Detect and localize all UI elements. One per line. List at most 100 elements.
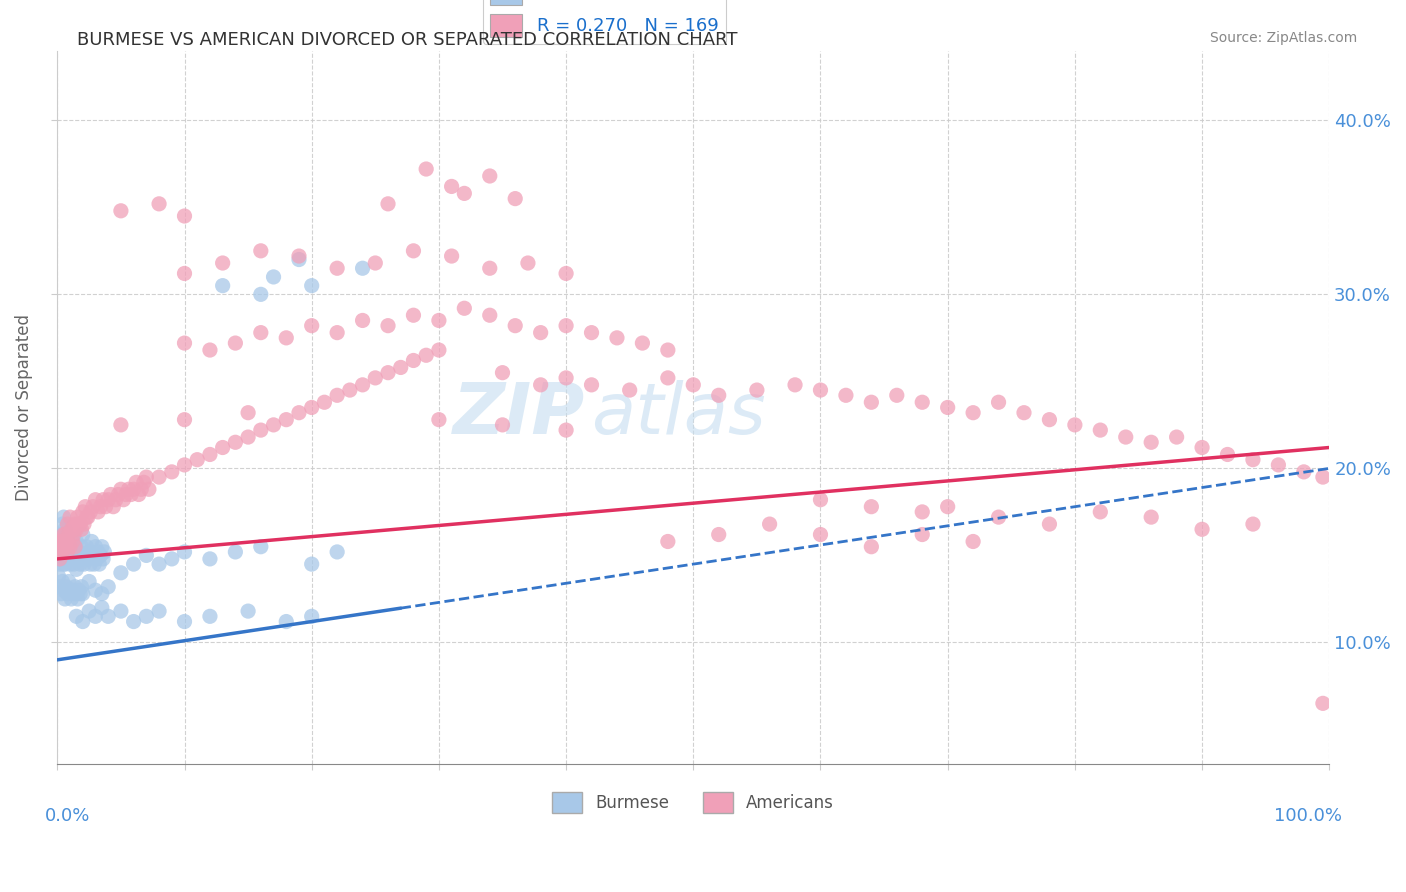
Point — [110, 417, 132, 432]
Point — [250, 423, 273, 437]
Point — [987, 395, 1010, 409]
Point — [97, 492, 120, 507]
Point — [198, 447, 221, 461]
Point — [66, 510, 89, 524]
Point — [352, 377, 374, 392]
Point — [60, 522, 83, 536]
Point — [402, 244, 425, 258]
Point — [125, 475, 148, 490]
Point — [90, 600, 112, 615]
Point — [49, 527, 72, 541]
Point — [66, 591, 89, 606]
Point — [48, 552, 70, 566]
Point — [745, 383, 768, 397]
Point — [89, 557, 111, 571]
Text: ZIP: ZIP — [453, 380, 585, 449]
Point — [1292, 465, 1315, 479]
Point — [301, 609, 323, 624]
Point — [657, 343, 679, 357]
Point — [276, 412, 298, 426]
Point — [911, 395, 934, 409]
Point — [810, 383, 832, 397]
Point — [555, 423, 578, 437]
Point — [58, 574, 80, 589]
Point — [250, 326, 273, 340]
Point — [657, 371, 679, 385]
Point — [631, 336, 654, 351]
Point — [860, 395, 883, 409]
Point — [56, 552, 79, 566]
Point — [107, 487, 129, 501]
Point — [72, 587, 94, 601]
Point — [1191, 441, 1213, 455]
Point — [1090, 423, 1112, 437]
Point — [707, 527, 730, 541]
Point — [110, 604, 132, 618]
Point — [555, 371, 578, 385]
Point — [250, 287, 273, 301]
Point — [69, 557, 91, 571]
Text: BURMESE VS AMERICAN DIVORCED OR SEPARATED CORRELATION CHART: BURMESE VS AMERICAN DIVORCED OR SEPARATE… — [77, 31, 738, 49]
Point — [478, 308, 501, 322]
Point — [103, 500, 125, 514]
Point — [606, 331, 628, 345]
Point — [288, 406, 311, 420]
Point — [173, 267, 195, 281]
Point — [389, 360, 412, 375]
Point — [120, 487, 142, 501]
Point — [51, 534, 73, 549]
Point — [1241, 452, 1264, 467]
Point — [72, 505, 94, 519]
Point — [135, 609, 157, 624]
Point — [198, 552, 221, 566]
Point — [148, 604, 170, 618]
Point — [59, 531, 82, 545]
Point — [87, 505, 110, 519]
Point — [135, 549, 157, 563]
Point — [148, 197, 170, 211]
Point — [51, 574, 73, 589]
Point — [402, 308, 425, 322]
Point — [63, 580, 86, 594]
Point — [63, 587, 86, 601]
Point — [90, 500, 112, 514]
Point — [236, 604, 259, 618]
Point — [1038, 517, 1060, 532]
Point — [63, 527, 86, 541]
Point — [301, 318, 323, 333]
Point — [93, 545, 115, 559]
Point — [55, 580, 77, 594]
Point — [962, 534, 984, 549]
Point — [67, 545, 90, 559]
Point — [415, 348, 437, 362]
Point — [56, 545, 79, 559]
Point — [198, 343, 221, 357]
Point — [860, 540, 883, 554]
Point — [301, 278, 323, 293]
Point — [70, 580, 93, 594]
Point — [91, 492, 114, 507]
Point — [65, 562, 87, 576]
Point — [62, 534, 84, 549]
Point — [173, 336, 195, 351]
Point — [75, 500, 97, 514]
Point — [63, 540, 86, 554]
Point — [478, 261, 501, 276]
Point — [1241, 517, 1264, 532]
Legend: Burmese, Americans: Burmese, Americans — [546, 786, 841, 820]
Point — [59, 557, 82, 571]
Point — [619, 383, 641, 397]
Point — [52, 552, 75, 566]
Point — [49, 540, 72, 554]
Point — [117, 483, 139, 497]
Point — [110, 483, 132, 497]
Point — [364, 371, 387, 385]
Point — [326, 261, 349, 276]
Text: 0.0%: 0.0% — [45, 807, 90, 825]
Point — [56, 587, 79, 601]
Point — [52, 510, 75, 524]
Point — [122, 615, 145, 629]
Point — [51, 545, 73, 559]
Point — [339, 383, 361, 397]
Point — [288, 249, 311, 263]
